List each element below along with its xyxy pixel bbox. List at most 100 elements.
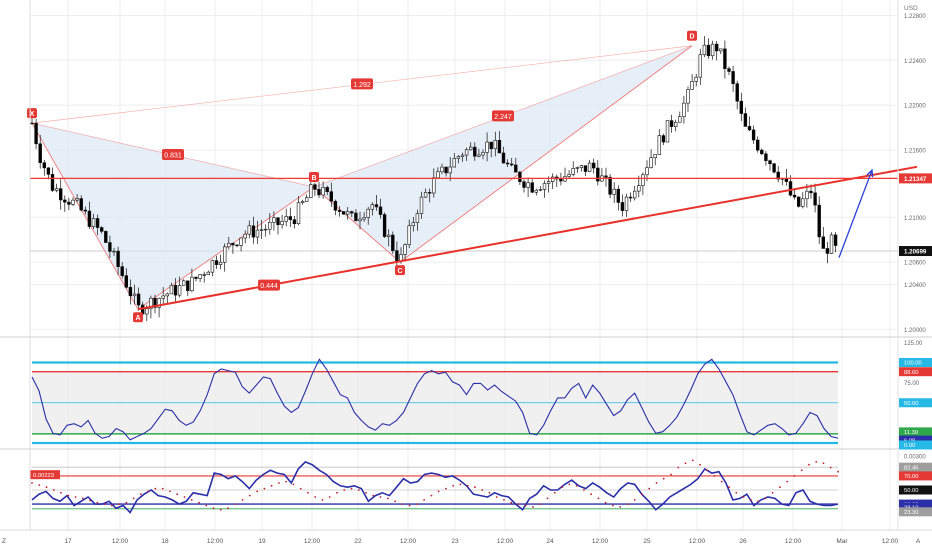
- time-tick-label: 24: [546, 538, 554, 545]
- candle-body: [251, 225, 256, 238]
- candle-body: [46, 167, 51, 175]
- momentum-dot: [248, 494, 251, 497]
- momentum-dot: [524, 504, 527, 507]
- candle-body: [329, 191, 333, 202]
- pattern-point-label: A: [135, 315, 140, 322]
- momentum-dot: [183, 496, 186, 498]
- candle-body: [415, 213, 420, 223]
- momentum-dot: [103, 503, 106, 505]
- momentum-dot: [292, 483, 295, 486]
- candle-body: [378, 206, 383, 215]
- momentum-dot: [466, 484, 469, 487]
- candle-body: [58, 188, 63, 201]
- candle-body: [300, 201, 305, 204]
- momentum-dot: [343, 489, 346, 491]
- pattern-point-badge: [133, 312, 143, 323]
- candle-body: [739, 100, 744, 114]
- candle-body: [210, 260, 215, 273]
- candle-body: [481, 152, 485, 156]
- price-axis[interactable]: 1.22800 1.22400 1.22000 1.21600 1.21000 1.206…: [899, 14, 932, 517]
- momentum-dot: [670, 473, 672, 476]
- momentum-current-label: 0.00223: [33, 473, 54, 479]
- candle-body: [108, 242, 112, 252]
- momentum-dot: [96, 501, 99, 504]
- candle-body: [321, 187, 325, 196]
- candle-body: [182, 280, 186, 286]
- oscillator-level-label: 100.00: [904, 361, 922, 367]
- momentum-dot: [662, 477, 665, 480]
- candle-body: [186, 280, 190, 292]
- momentum-dot: [808, 463, 810, 466]
- momentum-dot: [597, 497, 600, 500]
- candle-body: [809, 190, 813, 194]
- candle-body: [284, 216, 288, 222]
- momentum-level-badge: [899, 485, 932, 495]
- candle-body: [54, 188, 59, 191]
- momentum-dot: [728, 486, 730, 489]
- ratio-badge: [351, 78, 373, 90]
- candle-body: [30, 122, 34, 125]
- candle-body: [91, 218, 96, 227]
- momentum-level-label: 23.30: [904, 510, 919, 516]
- candle-body: [403, 244, 407, 255]
- candle-body: [34, 122, 38, 145]
- momentum-dot: [517, 503, 520, 505]
- candle-body: [440, 166, 444, 173]
- candle-body: [165, 293, 169, 297]
- candle-body: [591, 162, 596, 169]
- time-tick-label: 12:00: [592, 538, 609, 545]
- candle-body: [559, 178, 563, 182]
- momentum-dot: [800, 469, 803, 472]
- momentum-dot: [553, 491, 556, 494]
- candle-body: [395, 250, 399, 262]
- candle-body: [444, 166, 448, 174]
- time-tick-label: 17: [64, 538, 72, 545]
- time-axis[interactable]: Z 17 12:00 18 12:00 19 12:00 22 12:00 23 12:00 24 12…: [2, 538, 921, 545]
- momentum-dot: [314, 496, 317, 498]
- time-tick-label: 19: [258, 538, 266, 545]
- momentum-dot: [241, 499, 244, 501]
- candle-body: [223, 246, 227, 263]
- momentum-dot: [31, 482, 33, 484]
- oscillator-level-badge: [899, 440, 932, 450]
- momentum-dot: [786, 480, 789, 483]
- oscillator-level-badge: [899, 398, 932, 408]
- candle-body: [710, 43, 715, 57]
- momentum-dot: [357, 489, 360, 491]
- candle-body: [772, 163, 776, 173]
- candle-body: [214, 260, 219, 265]
- candle-body: [341, 211, 346, 215]
- candle-body: [280, 220, 284, 226]
- candle-body: [411, 222, 415, 227]
- momentum-dot: [706, 469, 709, 472]
- candle-body: [362, 217, 366, 220]
- price-tick-label: 1.20400: [904, 283, 926, 289]
- time-tick-label: 12:00: [304, 538, 321, 545]
- candle-body: [124, 275, 129, 288]
- momentum-dot: [147, 490, 150, 493]
- candle-body: [673, 121, 678, 127]
- candlesticks: [30, 36, 838, 321]
- candle-body: [579, 165, 584, 168]
- momentum-dot: [474, 486, 476, 489]
- candle-body: [526, 182, 530, 188]
- candle-body: [776, 171, 780, 180]
- candle-body: [452, 158, 456, 168]
- candle-body: [432, 177, 436, 194]
- candle-body: [132, 293, 137, 297]
- price-tick-label: 1.22400: [904, 59, 926, 65]
- momentum-dot: [742, 496, 745, 498]
- momentum-dot: [205, 504, 208, 507]
- candle-body: [202, 274, 206, 276]
- pattern-leg-xa: [31, 122, 139, 310]
- candle-body: [100, 227, 104, 232]
- candle-body: [456, 156, 461, 159]
- oscillator-pane: [31, 358, 839, 445]
- momentum-dot: [379, 496, 382, 498]
- candle-body: [95, 218, 100, 228]
- candle-body: [157, 298, 161, 308]
- price-tick-label: 1.20000: [904, 328, 926, 334]
- candle-body: [714, 43, 719, 52]
- candle-body: [719, 48, 723, 52]
- momentum-dot: [263, 487, 266, 490]
